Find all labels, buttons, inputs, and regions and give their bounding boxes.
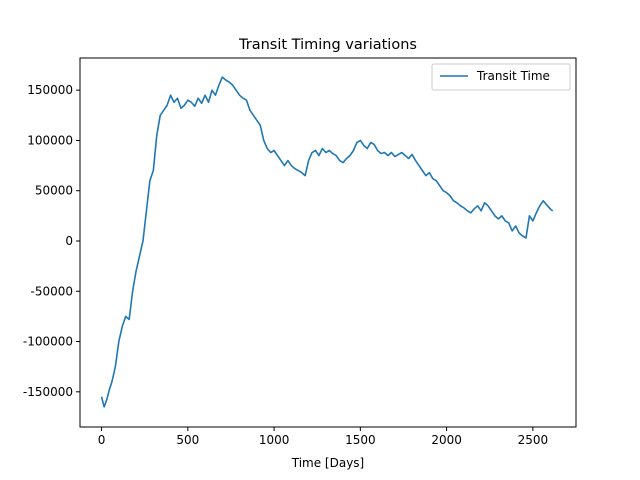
y-tick-label: -100000 xyxy=(23,335,73,349)
legend-box xyxy=(431,63,571,91)
y-tick-label: 150000 xyxy=(27,83,73,97)
legend: Transit Time xyxy=(431,63,571,91)
y-tick-label: 50000 xyxy=(35,184,73,198)
chart-title: Transit Timing variations xyxy=(238,37,417,53)
y-tick-label: -50000 xyxy=(30,284,73,298)
x-tick-label: 1000 xyxy=(259,433,290,447)
x-axis-label: Time [Days] xyxy=(291,456,365,470)
x-tick-label: 2500 xyxy=(518,433,549,447)
y-tick-label: 0 xyxy=(65,234,73,248)
x-tick-label: 0 xyxy=(98,433,106,447)
y-tick-label: 100000 xyxy=(27,133,73,147)
series-line-0 xyxy=(100,76,554,408)
ticks-layer: 0 500 1000 1500 2000 2500 -150000 -100000 -50000… xyxy=(23,83,548,447)
plot-frame xyxy=(79,57,577,428)
x-tick-label: 500 xyxy=(176,433,199,447)
x-tick-label: 1500 xyxy=(345,433,376,447)
series-layer xyxy=(100,76,554,408)
legend-entry-transit-time: Transit Time xyxy=(476,69,550,83)
x-tick-label: 2000 xyxy=(431,433,462,447)
y-tick-label: -150000 xyxy=(23,385,73,399)
